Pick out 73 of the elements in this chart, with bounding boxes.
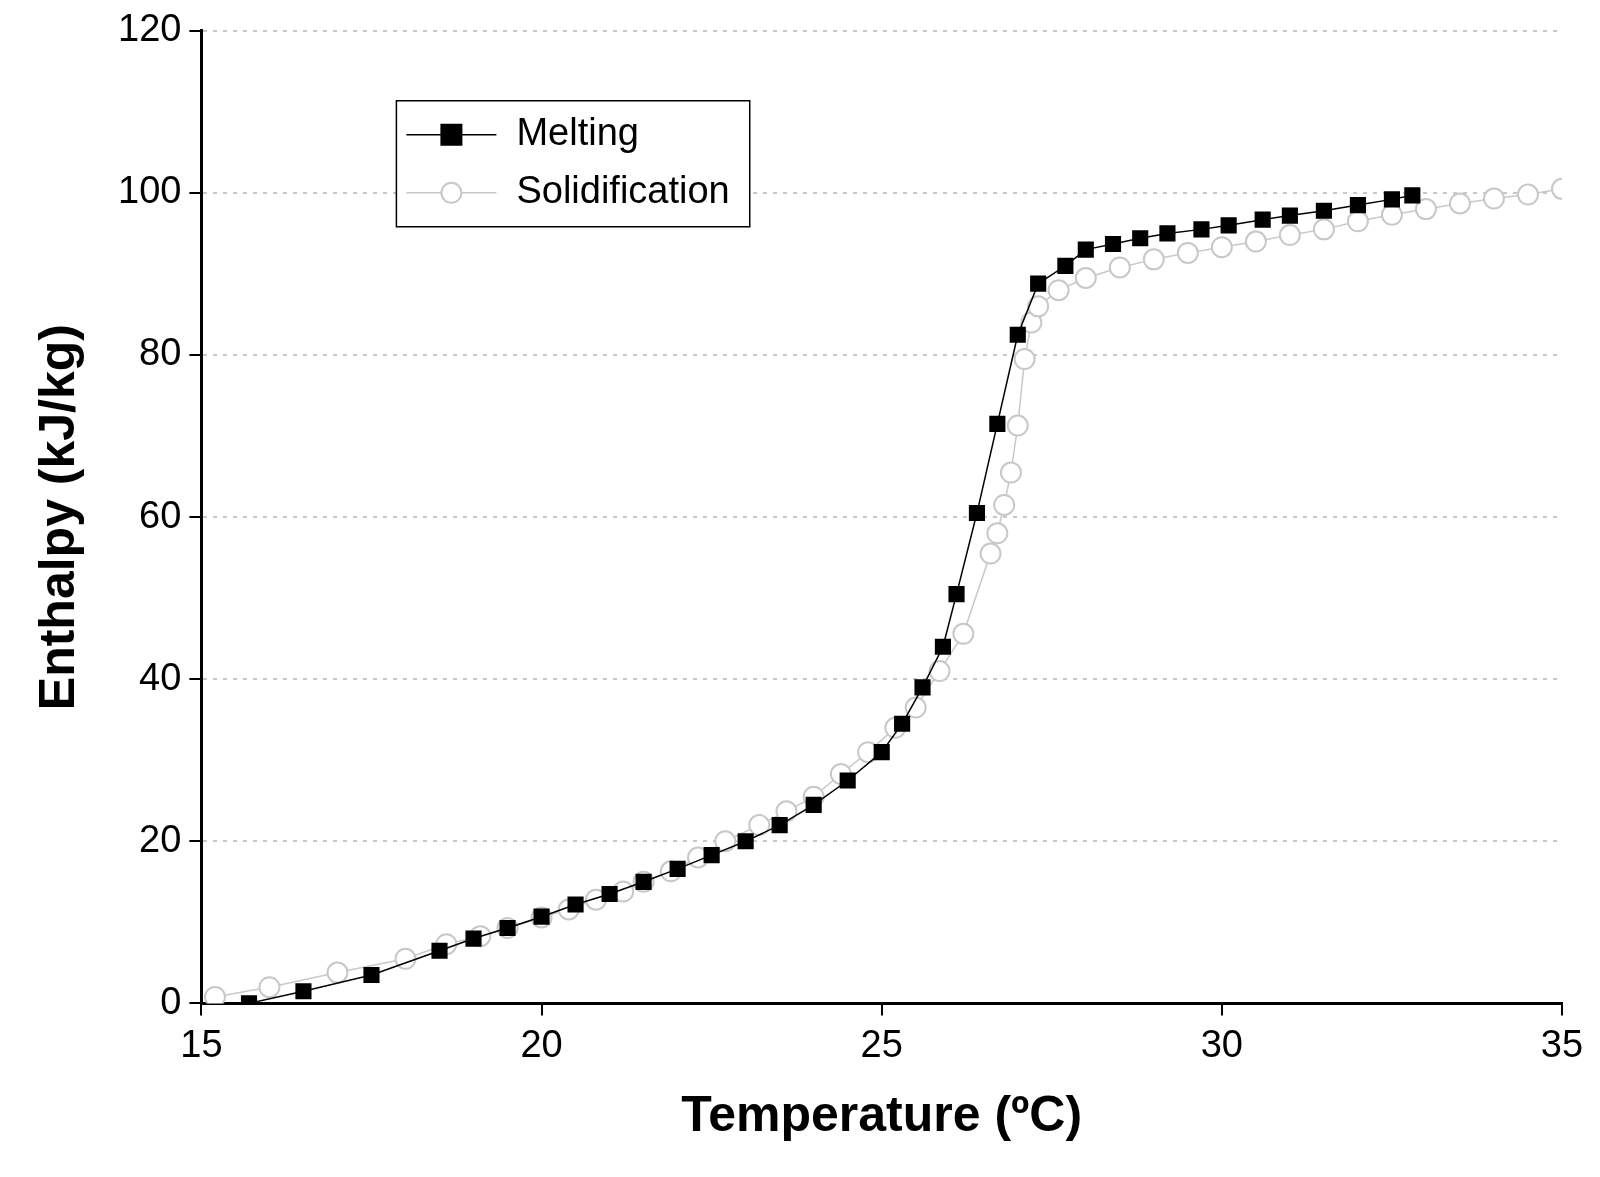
x-tick-label: 30 xyxy=(1200,1022,1243,1065)
point xyxy=(989,415,1006,432)
point xyxy=(934,638,951,655)
point xyxy=(1254,211,1271,228)
point xyxy=(703,847,720,864)
y-tick-label: 40 xyxy=(139,655,182,698)
point xyxy=(873,744,890,761)
point xyxy=(258,976,281,999)
point xyxy=(968,504,986,522)
point xyxy=(999,461,1022,484)
point xyxy=(1315,202,1332,219)
x-tick-label: 20 xyxy=(520,1022,563,1065)
x-axis-title: Temperature (ºC) xyxy=(681,1085,1083,1142)
point xyxy=(914,679,931,696)
point xyxy=(1104,235,1122,253)
point xyxy=(601,885,618,903)
point xyxy=(1278,224,1301,247)
point xyxy=(1077,241,1094,258)
point xyxy=(1220,217,1237,234)
point xyxy=(805,796,822,813)
point xyxy=(948,586,965,603)
point xyxy=(1108,256,1131,279)
y-tick-label: 100 xyxy=(118,169,182,212)
point xyxy=(1404,187,1421,204)
y-axis-title: Enthalpy (kJ/kg) xyxy=(28,324,85,711)
point xyxy=(1006,414,1029,437)
point xyxy=(1448,192,1471,215)
point xyxy=(1027,295,1050,318)
point xyxy=(1013,348,1036,371)
point xyxy=(1349,196,1366,214)
point xyxy=(1312,218,1335,241)
point xyxy=(771,817,788,834)
point xyxy=(1009,326,1026,343)
point xyxy=(1047,279,1070,302)
point xyxy=(1414,198,1437,221)
point xyxy=(1159,225,1176,242)
point xyxy=(1516,183,1539,206)
point xyxy=(363,966,380,984)
point xyxy=(979,542,1002,565)
x-tick-label: 25 xyxy=(860,1022,903,1065)
y-tick-label: 80 xyxy=(139,331,182,374)
point xyxy=(714,830,737,853)
x-tick-label: 15 xyxy=(180,1022,223,1065)
point xyxy=(1132,230,1149,247)
point xyxy=(1074,267,1097,289)
point xyxy=(1281,207,1298,224)
point xyxy=(1244,230,1267,253)
point xyxy=(1210,236,1233,259)
legend-label: Solidification xyxy=(516,169,730,212)
point xyxy=(1193,221,1210,238)
legend-label: Melting xyxy=(516,111,639,154)
point xyxy=(295,983,312,1000)
point xyxy=(394,947,417,970)
y-tick-label: 120 xyxy=(118,7,182,50)
point xyxy=(1346,210,1369,233)
y-tick-label: 60 xyxy=(139,493,182,536)
point xyxy=(993,493,1016,516)
point xyxy=(737,833,754,850)
y-tick-label: 20 xyxy=(139,817,182,860)
point xyxy=(1176,241,1199,264)
point xyxy=(1057,257,1074,274)
point xyxy=(928,660,951,683)
point xyxy=(326,961,349,984)
point xyxy=(952,622,975,645)
point xyxy=(1030,275,1047,292)
point xyxy=(904,696,927,719)
point xyxy=(1383,191,1400,208)
point xyxy=(986,522,1009,545)
x-tick-label: 35 xyxy=(1540,1022,1584,1065)
point xyxy=(748,814,771,837)
point xyxy=(1142,248,1165,271)
y-tick-label: 0 xyxy=(160,979,182,1022)
point xyxy=(1482,187,1505,210)
